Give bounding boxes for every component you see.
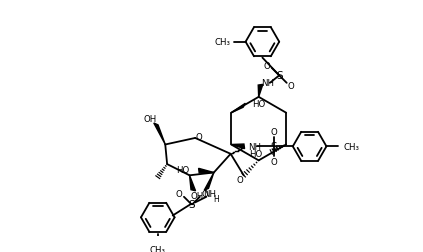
Text: NH: NH <box>203 189 217 198</box>
Polygon shape <box>258 85 263 98</box>
Polygon shape <box>231 144 244 149</box>
Text: NH: NH <box>261 79 275 88</box>
Text: H: H <box>213 194 219 203</box>
Polygon shape <box>190 176 195 191</box>
Text: O: O <box>264 61 270 70</box>
Text: HO: HO <box>176 166 190 175</box>
Polygon shape <box>204 173 214 191</box>
Text: S: S <box>271 142 277 152</box>
Text: HO: HO <box>249 150 262 159</box>
Text: O: O <box>236 175 243 184</box>
Text: OH: OH <box>190 192 203 201</box>
Polygon shape <box>199 169 214 173</box>
Polygon shape <box>231 104 245 113</box>
Text: CH₃: CH₃ <box>214 38 231 47</box>
Text: S: S <box>188 200 195 209</box>
Text: O: O <box>288 82 295 91</box>
Text: OH: OH <box>144 114 157 123</box>
Text: NH: NH <box>248 142 261 151</box>
Text: CH₃: CH₃ <box>150 245 166 252</box>
Text: O: O <box>176 190 183 199</box>
Polygon shape <box>154 123 165 145</box>
Text: CH₃: CH₃ <box>343 142 359 151</box>
Text: O: O <box>271 157 277 166</box>
Text: S: S <box>276 71 283 81</box>
Text: HO: HO <box>252 100 265 108</box>
Text: O: O <box>271 128 277 136</box>
Text: O: O <box>195 132 202 141</box>
Text: O: O <box>201 190 208 199</box>
